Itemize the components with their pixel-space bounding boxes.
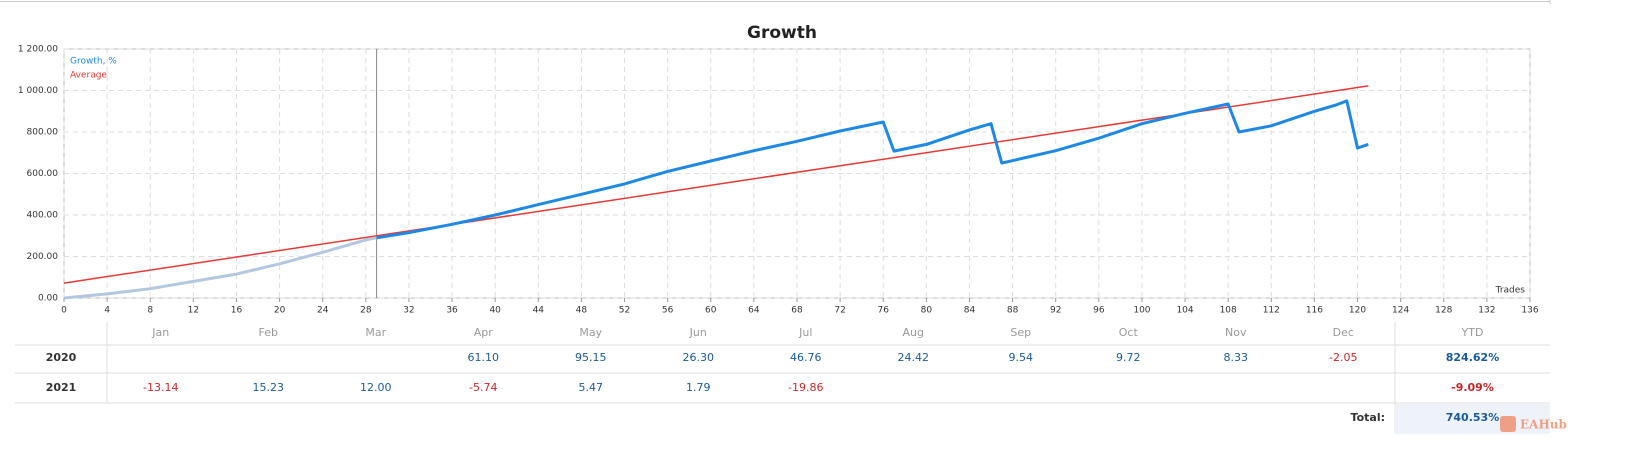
month-value: 46.76 [790,351,822,364]
x-tick-label: 48 [576,306,588,316]
month-value: 9.72 [1116,351,1141,364]
x-tick-label: 132 [1478,306,1495,316]
watermark-icon [1500,416,1516,432]
month-value: 24.42 [898,351,930,364]
month-value: 8.33 [1224,351,1249,364]
x-tick-label: 112 [1263,306,1280,316]
month-value: 9.54 [1009,351,1034,364]
month-header: Nov [1225,326,1247,339]
month-header: Feb [259,326,278,339]
x-tick-label: 100 [1133,306,1150,316]
x-tick-label: 52 [619,306,630,316]
month-header: Dec [1333,326,1354,339]
month-header: Aug [903,326,924,339]
total-label: Total: [1351,411,1385,424]
y-tick-label: 200.00 [27,252,59,262]
x-tick-label: 32 [403,306,414,316]
x-tick-label: 72 [834,306,845,316]
x-tick-label: 44 [533,306,545,316]
month-header: Jun [689,326,707,339]
month-header: Oct [1119,326,1139,339]
y-tick-label: 400.00 [27,211,59,221]
x-tick-label: 76 [878,306,890,316]
y-tick-label: 0.00 [38,294,58,304]
month-value: -2.05 [1329,351,1357,364]
month-value: 26.30 [683,351,715,364]
x-tick-label: 80 [921,306,933,316]
month-value: 15.23 [253,381,285,394]
legend-entry: Growth, % [70,57,117,67]
x-tick-label: 4 [104,306,110,316]
x-tick-label: 84 [964,306,976,316]
y-tick-label: 800.00 [27,128,59,138]
average-line [63,85,1369,284]
month-header: Mar [365,326,386,339]
legend-entry: Average [70,71,107,81]
ytd-value: -9.09% [1451,381,1494,394]
x-tick-label: 28 [360,306,372,316]
growth-line-early [63,236,377,300]
year-label: 2021 [46,381,77,394]
month-value: 1.79 [686,381,711,394]
month-header: Jan [151,326,169,339]
month-value: 61.10 [468,351,500,364]
x-tick-label: 16 [231,306,243,316]
x-tick-label: 96 [1093,306,1105,316]
x-tick-label: 88 [1007,306,1019,316]
month-header: May [579,326,602,339]
month-value: -19.86 [788,381,823,394]
month-value: -13.14 [143,381,178,394]
ytd-header: YTD [1461,326,1484,339]
y-tick-label: 1 200.00 [18,45,58,55]
x-tick-label: 108 [1220,306,1237,316]
month-value: 5.47 [579,381,604,394]
x-axis-label: Trades [1495,286,1526,296]
x-tick-label: 0 [61,306,67,316]
x-tick-label: 124 [1392,306,1409,316]
month-header: Apr [474,326,494,339]
x-tick-label: 136 [1521,306,1538,316]
x-tick-label: 116 [1306,306,1323,316]
x-tick-label: 64 [748,306,760,316]
x-tick-label: 40 [489,306,501,316]
x-tick-label: 128 [1435,306,1452,316]
ytd-value: 824.62% [1446,351,1499,364]
x-tick-label: 12 [188,306,199,316]
month-value: -5.74 [469,381,497,394]
x-tick-label: 92 [1050,306,1061,316]
x-tick-label: 104 [1176,306,1193,316]
month-header: Sep [1010,326,1031,339]
x-tick-label: 68 [791,306,803,316]
x-tick-label: 20 [274,306,286,316]
chart-title: Growth [747,23,817,43]
watermark: EAHub [1520,418,1567,432]
x-tick-label: 56 [662,306,674,316]
total-cell [1395,404,1550,434]
x-tick-label: 8 [147,306,153,316]
month-value: 12.00 [360,381,392,394]
total-value: 740.53% [1446,411,1499,424]
year-label: 2020 [46,351,77,364]
y-tick-label: 1 000.00 [18,86,58,96]
x-tick-label: 120 [1349,306,1366,316]
month-value: 95.15 [575,351,607,364]
month-header: Jul [798,326,812,339]
x-tick-label: 60 [705,306,717,316]
growth-line [376,99,1369,240]
y-tick-label: 600.00 [27,169,59,179]
x-tick-label: 36 [446,306,458,316]
x-tick-label: 24 [317,306,329,316]
